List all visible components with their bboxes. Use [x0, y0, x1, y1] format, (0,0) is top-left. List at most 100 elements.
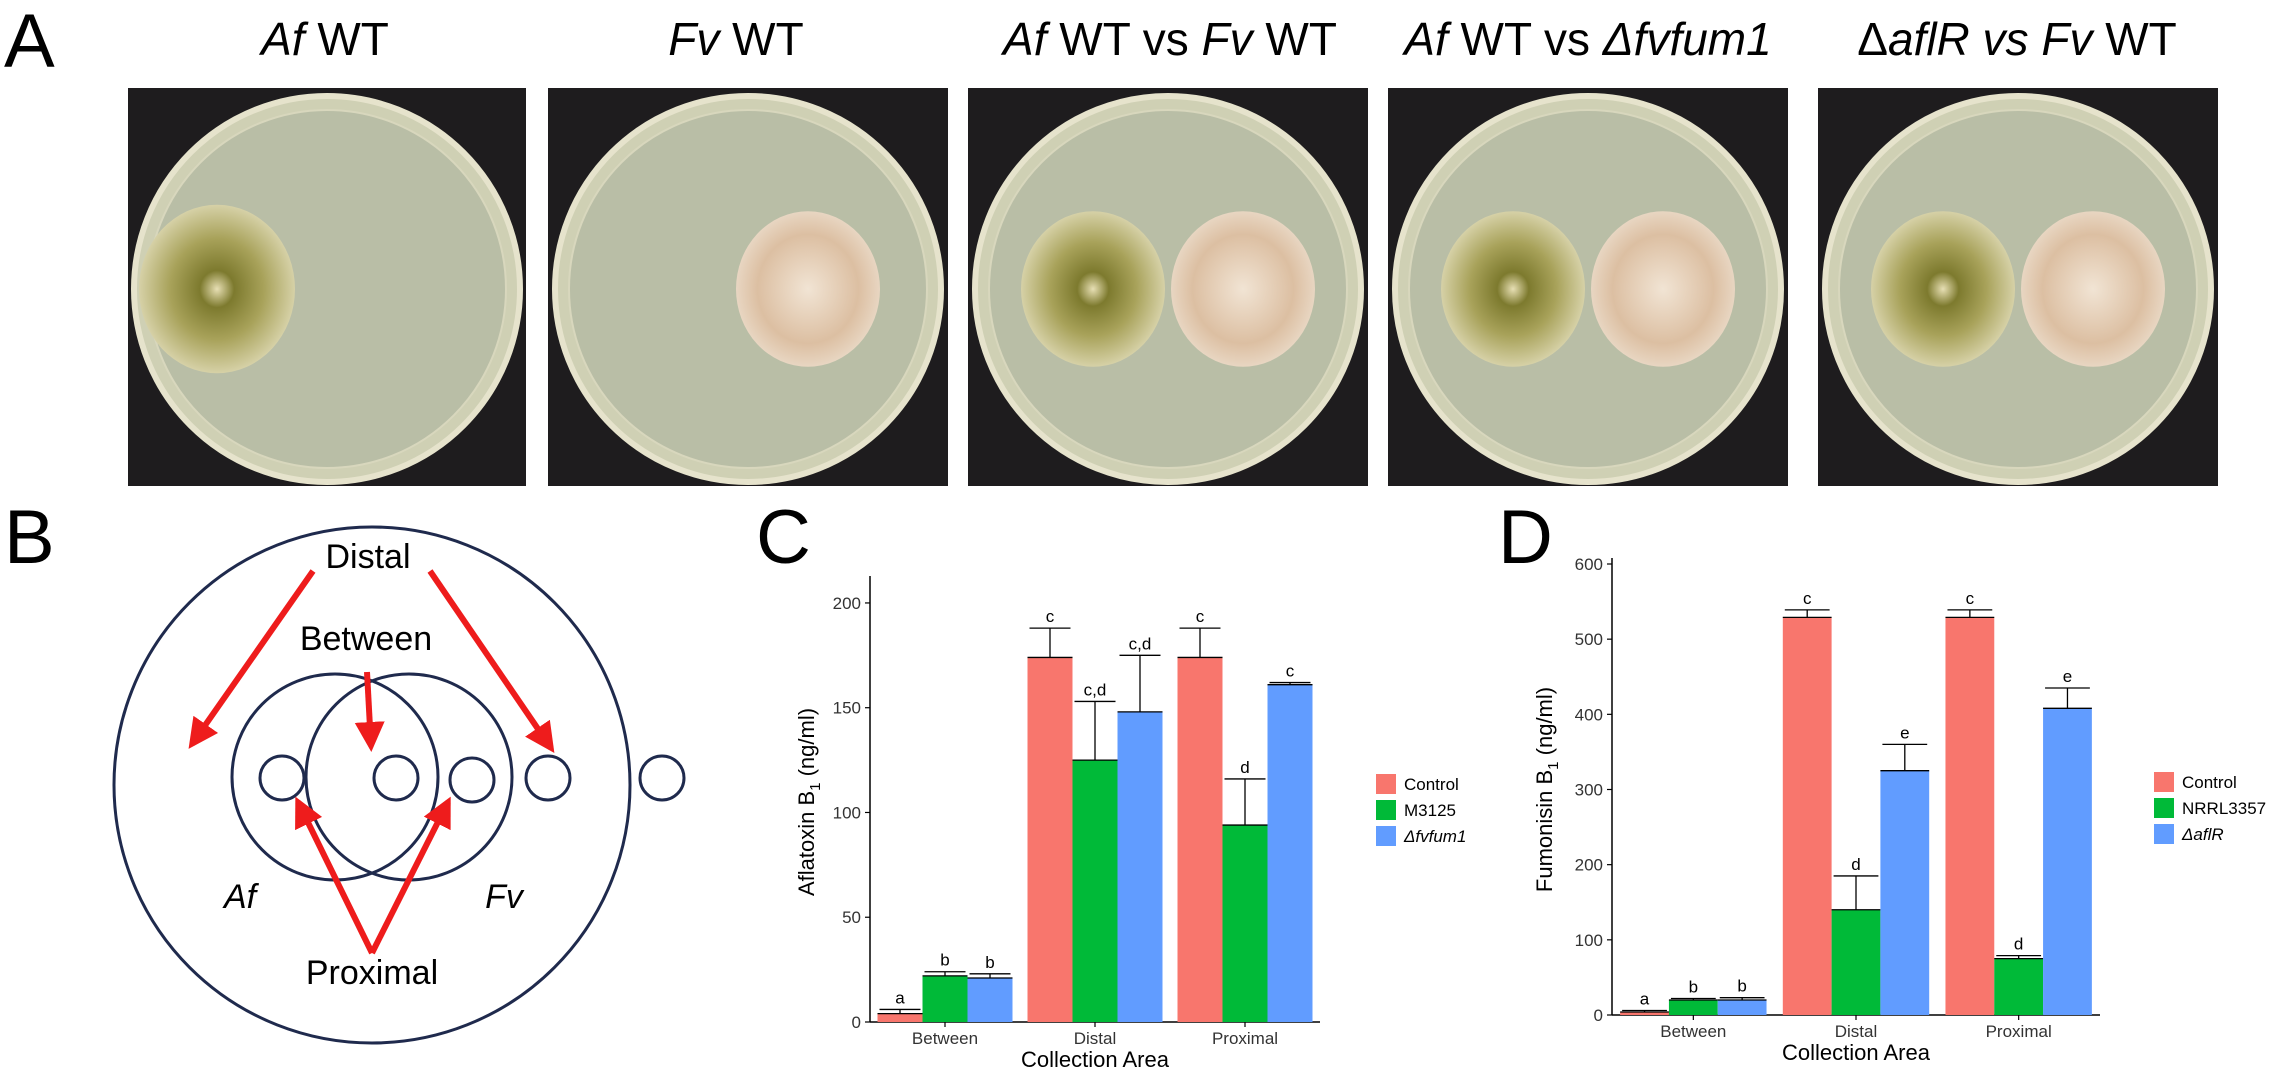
photo-title-part: WT — [1252, 13, 1337, 65]
photo-title-part: WT — [304, 13, 389, 65]
fv-colony — [2021, 211, 2165, 367]
significance-letter: b — [940, 951, 949, 970]
significance-letter: d — [1240, 758, 1249, 777]
significance-letter: e — [2063, 667, 2072, 686]
significance-letter: d — [2014, 935, 2023, 954]
bar-nrrl3357-proximal — [1994, 958, 2044, 1015]
x-axis-title: Collection Area — [1782, 1040, 1931, 1065]
petri-dish-drawing — [972, 93, 1364, 485]
y-axis-title-part: (ng/ml) — [794, 708, 819, 783]
legend-label: Δfvfum1 — [1403, 827, 1466, 846]
bar-control-distal — [1027, 657, 1073, 1022]
fv-colony — [1591, 211, 1735, 367]
bar-fvfum1-distal — [1117, 711, 1163, 1022]
sample-well-fv-distal — [638, 754, 686, 802]
bar-m3125-proximal — [1222, 825, 1268, 1022]
sample-well-af-distal — [258, 754, 306, 802]
fv-colony — [736, 211, 880, 367]
arrow-distal-fv — [427, 569, 555, 753]
y-axis-title-subscript: 1 — [807, 783, 824, 791]
y-tick-label: 100 — [1575, 931, 1603, 950]
y-axis-title-part: (ng/ml) — [1532, 687, 1557, 762]
x-axis-title: Collection Area — [1021, 1047, 1170, 1068]
agar-surface — [1838, 109, 2198, 469]
significance-letter: b — [1689, 977, 1698, 996]
y-tick-label: 200 — [833, 594, 861, 613]
bar-fvfum1-between — [967, 978, 1013, 1022]
aflatoxin-bar-chart: 0 50 100 150 200 a b b Between c c,d c,d Distal c d c Pr… — [794, 576, 1466, 1068]
petri-dish-drawing — [131, 93, 523, 485]
significance-letter: b — [985, 953, 994, 972]
panel-label-b: B — [4, 495, 55, 580]
legend-label: M3125 — [1404, 801, 1456, 820]
legend-swatch — [1376, 774, 1396, 794]
petri-dish-photo-4 — [1388, 88, 1788, 486]
photo-title-4: Af WT vs Δfvfum1 — [1404, 12, 1771, 66]
legend-swatch — [1376, 800, 1396, 820]
y-tick-label: 0 — [852, 1013, 861, 1032]
panel-label-c: C — [756, 495, 811, 580]
petri-dish-photo-5 — [1818, 88, 2218, 486]
photo-title-part: WT — [719, 13, 804, 65]
x-tick-label: Proximal — [1212, 1029, 1278, 1048]
panel-label-d: D — [1498, 495, 1553, 580]
petri-dish-drawing — [1392, 93, 1784, 485]
bar-control-distal — [1782, 617, 1832, 1015]
x-tick-label: Between — [912, 1029, 978, 1048]
significance-letter: c — [1046, 607, 1055, 626]
significance-letter: e — [1900, 723, 1909, 742]
y-tick-label: 0 — [1594, 1006, 1603, 1025]
petri-dish-photo-1 — [128, 88, 526, 486]
y-tick-label: 50 — [842, 908, 861, 927]
arrow-between — [354, 671, 385, 752]
y-tick-label: 500 — [1575, 630, 1603, 649]
af-colony — [1021, 211, 1165, 367]
y-axis-title: Fumonisin B1 (ng/ml) — [1532, 687, 1562, 892]
sample-well-af-proximal — [372, 754, 420, 802]
y-tick-label: 600 — [1575, 555, 1603, 574]
af-colony — [1871, 211, 2015, 367]
legend-swatch — [2154, 798, 2174, 818]
bar-nrrl3357-between — [1668, 999, 1718, 1015]
photo-title-part: Af — [1003, 13, 1047, 65]
photo-title-part: Δfvfum1 — [1602, 13, 1772, 65]
diagram-label-fv: Fv — [485, 878, 525, 916]
diagram-label-af: Af — [222, 878, 260, 916]
photo-title-part: Fv — [1201, 13, 1253, 65]
legend-label: Control — [1404, 775, 1459, 794]
legend-label: Control — [2182, 773, 2237, 792]
bar-nrrl3357-distal — [1831, 909, 1881, 1015]
photo-title-part: Δ — [1857, 13, 1888, 65]
photo-title-part: Af — [261, 13, 305, 65]
bar-fvfum1-proximal — [1267, 684, 1313, 1022]
photo-title-part: Fv — [668, 13, 720, 65]
photo-title-1: Af WT — [261, 12, 389, 66]
significance-letter: d — [1851, 855, 1860, 874]
photo-title-part: aflR vs — [1887, 13, 2042, 65]
fv-colony — [1171, 211, 1315, 367]
af-colony — [139, 204, 295, 374]
y-tick-label: 150 — [833, 699, 861, 718]
x-tick-label: Distal — [1835, 1022, 1878, 1041]
bar-control-between — [877, 1013, 923, 1022]
panel-label-a: A — [4, 0, 55, 84]
significance-letter: a — [895, 988, 905, 1007]
sample-well-fv-proximal — [524, 754, 572, 802]
petri-dish-photo-2 — [548, 88, 948, 486]
y-tick-label: 300 — [1575, 781, 1603, 800]
bar-control-proximal — [1177, 657, 1223, 1022]
significance-letter: c — [1803, 589, 1812, 608]
diagram-label-between: Between — [300, 620, 432, 658]
y-axis-title-part: Fumonisin B — [1532, 770, 1557, 892]
bar-m3125-between — [922, 975, 968, 1022]
photo-title-part: Fv — [2041, 13, 2093, 65]
collection-area-diagram: Distal Between Proximal Af Fv — [112, 525, 686, 1045]
significance-letter: c,d — [1084, 680, 1107, 699]
y-axis-title-subscript: 1 — [1545, 761, 1562, 769]
significance-letter: c — [1286, 662, 1295, 681]
diagram-label-proximal: Proximal — [306, 954, 438, 992]
bar-aflr-distal — [1880, 770, 1930, 1015]
significance-letter: c — [1196, 607, 1205, 626]
petri-dish-drawing — [1822, 93, 2214, 485]
legend-label: NRRL3357 — [2182, 799, 2266, 818]
